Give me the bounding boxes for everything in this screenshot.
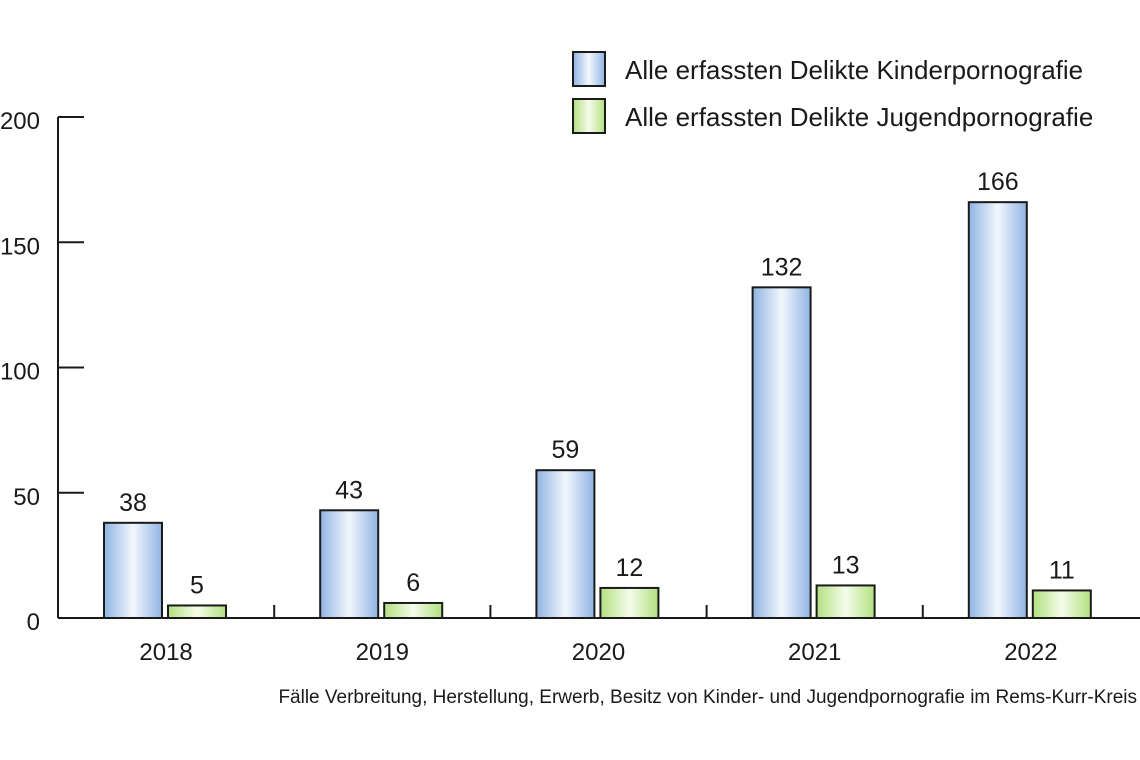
y-tick-label: 50 xyxy=(13,484,40,511)
x-tick-label: 2020 xyxy=(572,639,625,666)
bar-kinderpornografie xyxy=(319,509,380,619)
bar-value-label: 166 xyxy=(977,168,1019,196)
bar-jugendpornografie xyxy=(1031,589,1092,620)
bar-value-label: 13 xyxy=(832,551,860,579)
x-axis: 2018 2019 2020 2021 2022 xyxy=(58,605,1140,666)
bar-jugendpornografie xyxy=(599,586,660,620)
bar-value-label: 59 xyxy=(551,436,579,464)
y-tick-label: 100 xyxy=(0,359,40,386)
legend-swatch xyxy=(572,98,606,134)
bar-kinderpornografie xyxy=(535,469,596,619)
bar-value-label: 12 xyxy=(615,554,643,582)
legend-label: Alle erfassten Delikte Kinderpornografie xyxy=(625,55,1083,85)
bar-jugendpornografie xyxy=(815,584,876,619)
bar-jugendpornografie xyxy=(383,601,444,619)
legend: Alle erfassten Delikte Kinderpornografie… xyxy=(572,51,1093,134)
chart-caption: Fälle Verbreitung, Herstellung, Erwerb, … xyxy=(278,687,1137,708)
y-axis: 0 50 100 150 200 xyxy=(0,108,84,636)
x-tick-label: 2019 xyxy=(356,639,409,666)
legend-swatch xyxy=(572,51,606,87)
bar-value-label: 6 xyxy=(406,569,420,597)
y-tick-label: 150 xyxy=(0,233,40,260)
x-tick-label: 2022 xyxy=(1004,639,1057,666)
x-tick-label: 2018 xyxy=(139,639,192,666)
bar-kinderpornografie xyxy=(103,521,163,619)
data-labels: 38 43 59 132 166 5 6 12 13 11 xyxy=(119,168,1075,599)
x-tick-label: 2021 xyxy=(788,639,841,666)
y-tick-label: 0 xyxy=(27,609,40,636)
bars xyxy=(103,201,1092,620)
bar-jugendpornografie xyxy=(167,604,227,619)
bar-value-label: 5 xyxy=(190,571,204,599)
bar-kinderpornografie xyxy=(751,286,812,619)
bar-value-label: 11 xyxy=(1049,556,1075,584)
bar-kinderpornografie xyxy=(967,201,1028,619)
bar-value-label: 132 xyxy=(761,253,803,281)
bar-value-label: 43 xyxy=(335,476,363,504)
bar-value-label: 38 xyxy=(119,489,147,517)
y-tick-label: 200 xyxy=(0,108,40,135)
legend-label: Alle erfassten Delikte Jugendpornografie xyxy=(625,102,1093,132)
